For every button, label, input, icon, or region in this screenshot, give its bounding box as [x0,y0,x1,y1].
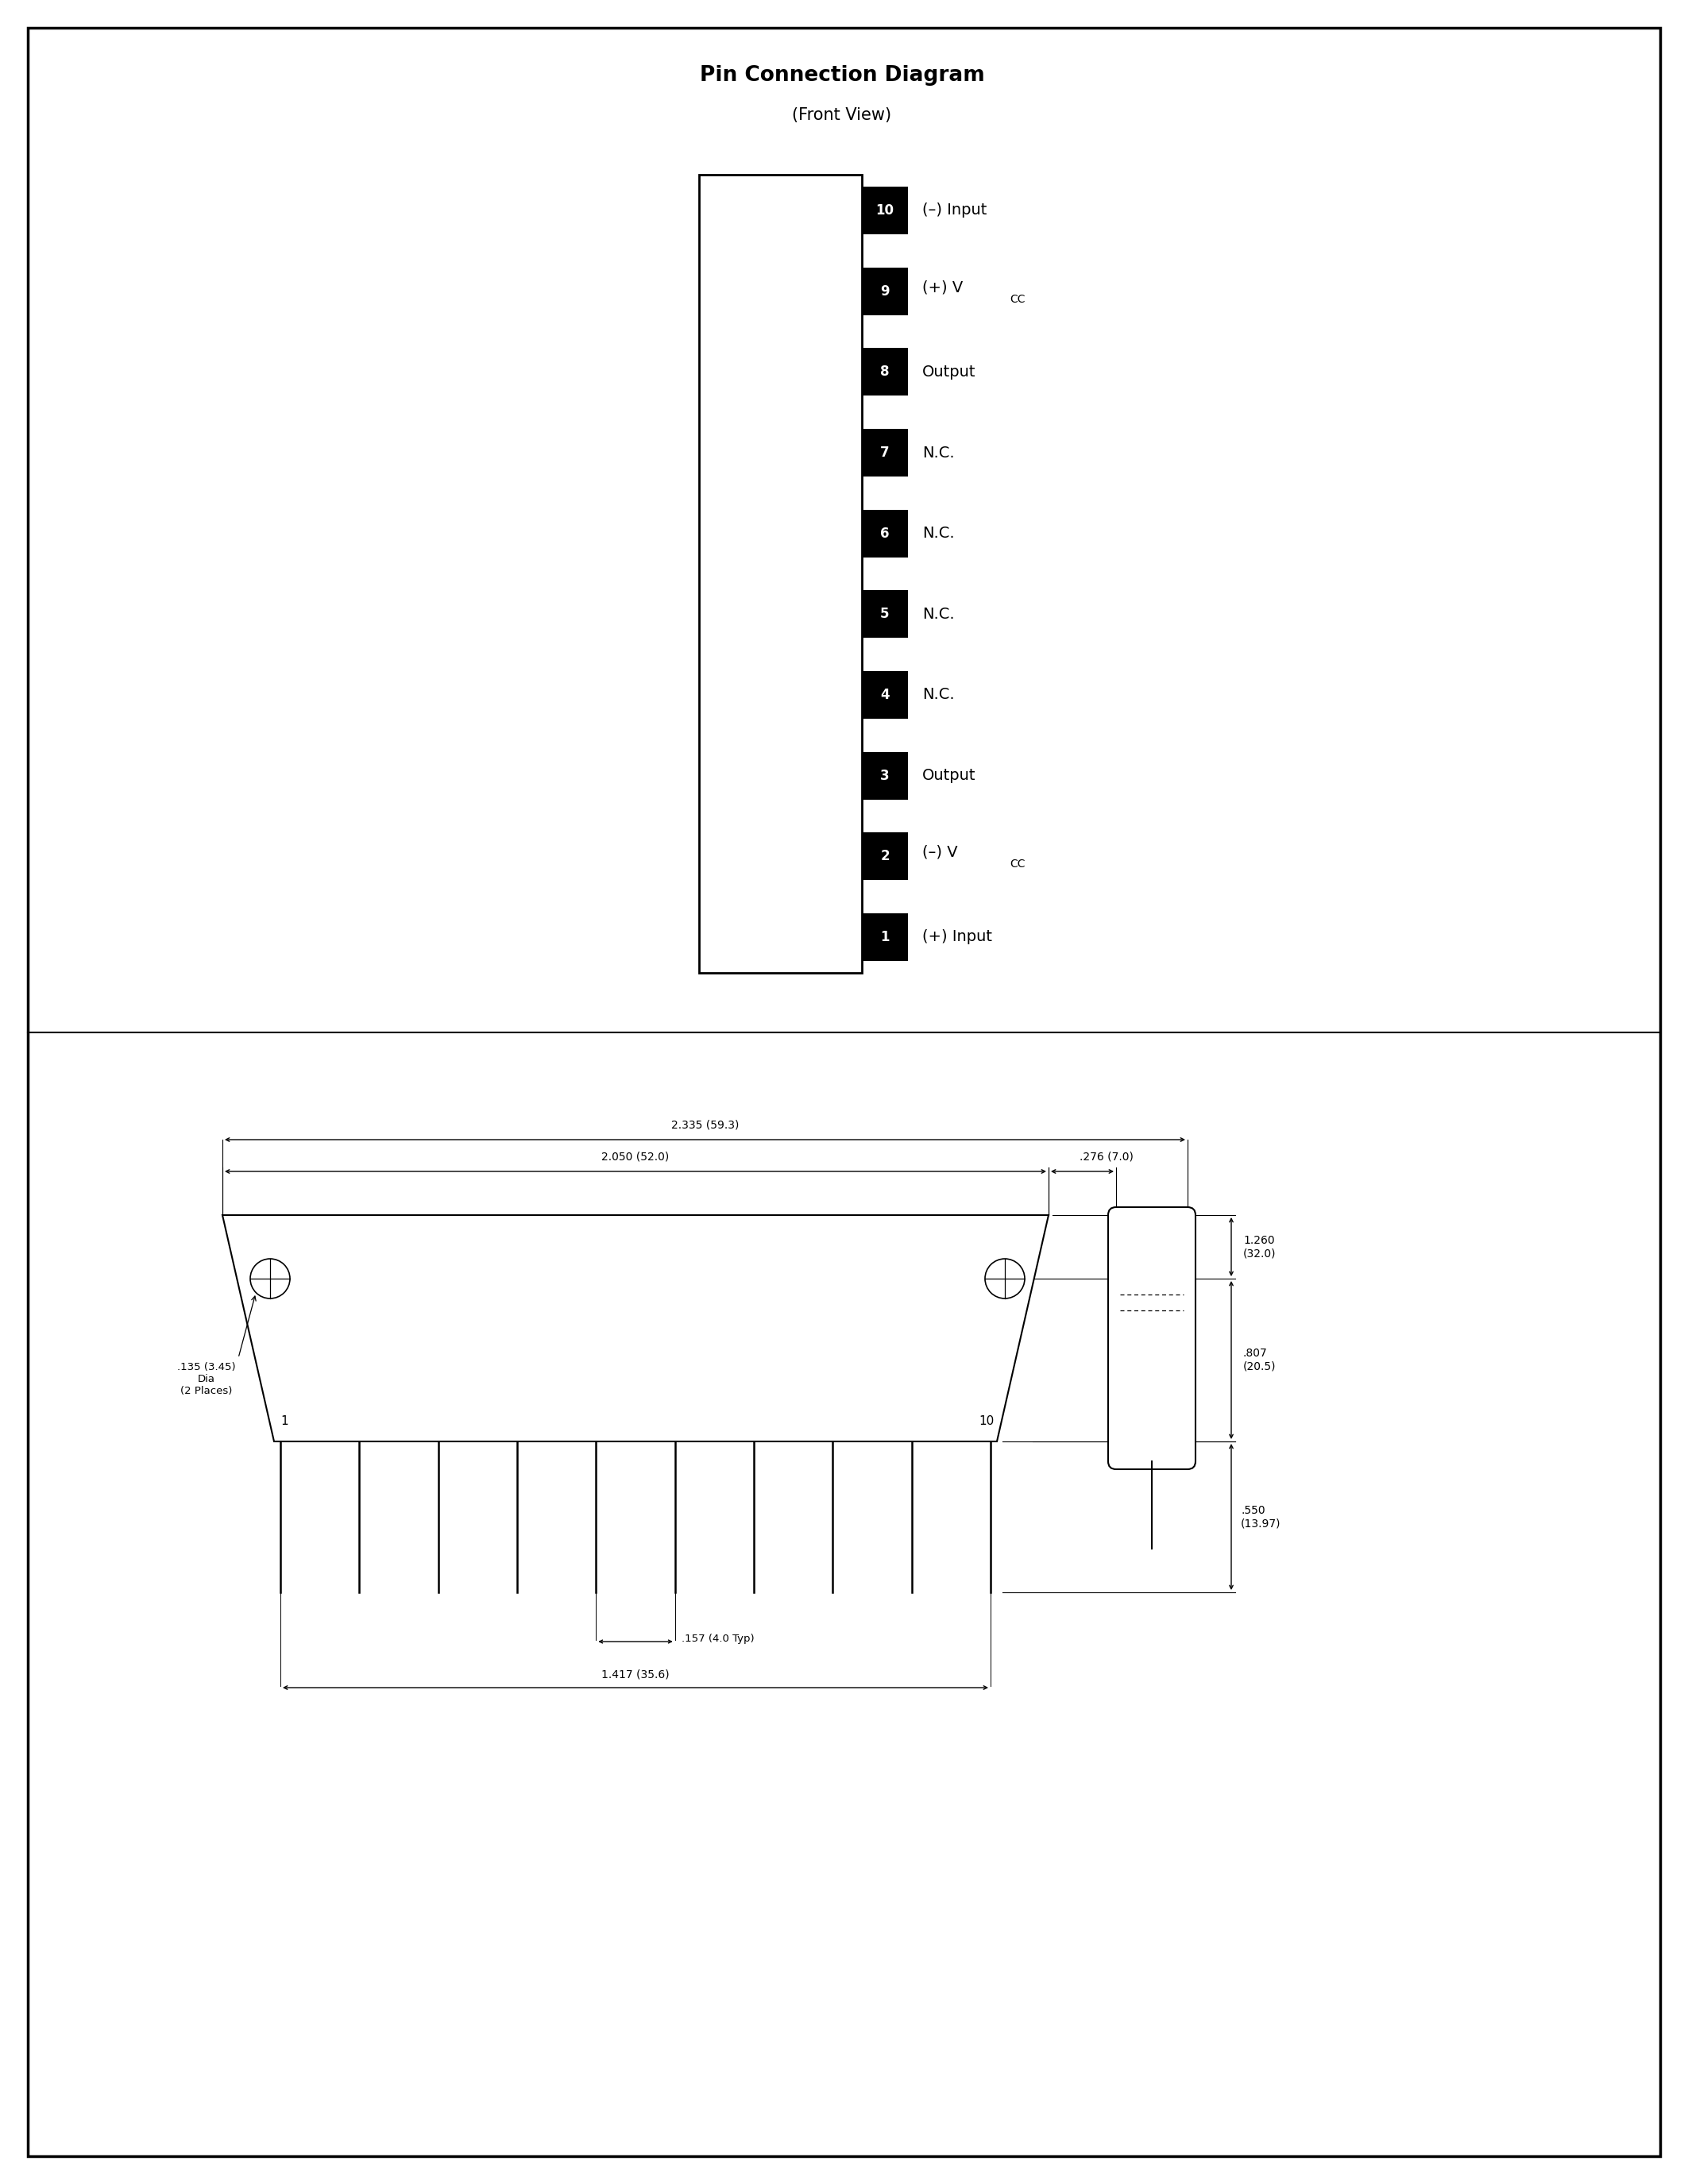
Text: 7: 7 [879,446,890,461]
Bar [863,590,908,638]
Text: Output: Output [922,365,976,380]
Text: 5: 5 [881,607,890,620]
Text: N.C.: N.C. [922,688,954,703]
Text: (Front View): (Front View) [792,107,891,122]
Text: N.C.: N.C. [922,526,954,542]
Text: 9: 9 [879,284,890,299]
Bar [699,175,863,972]
Bar [863,670,908,719]
Bar [863,428,908,476]
Text: 4: 4 [879,688,890,701]
Text: 1.260
(32.0): 1.260 (32.0) [1242,1234,1276,1258]
Text: 6: 6 [881,526,890,542]
Bar [863,913,908,961]
Text: .276 (7.0): .276 (7.0) [1079,1151,1133,1162]
Bar [863,266,908,314]
FancyBboxPatch shape [1107,1208,1195,1470]
Text: 2.050 (52.0): 2.050 (52.0) [601,1151,670,1162]
Text: 2.335 (59.3): 2.335 (59.3) [672,1118,739,1129]
Text: Output: Output [922,769,976,784]
Bar [863,186,908,234]
Text: .550
(13.97): .550 (13.97) [1241,1505,1281,1529]
Text: 3: 3 [879,769,890,782]
Bar [863,347,908,395]
Text: (+) Input: (+) Input [922,930,993,946]
Text: 8: 8 [881,365,890,380]
Bar [863,509,908,557]
Bar [863,832,908,880]
Text: 1.417 (35.6): 1.417 (35.6) [601,1669,670,1679]
Text: N.C.: N.C. [922,446,954,461]
Polygon shape [223,1214,1048,1441]
Text: (+) V: (+) V [922,280,962,295]
Text: .135 (3.45)
Dia
(2 Places): .135 (3.45) Dia (2 Places) [177,1363,236,1396]
Bar [863,751,908,799]
Text: .807
(20.5): .807 (20.5) [1242,1348,1276,1372]
Text: Pin Connection Diagram: Pin Connection Diagram [699,66,984,85]
Text: (–) Input: (–) Input [922,203,987,218]
Text: CC: CC [1009,858,1025,869]
Text: 2: 2 [879,850,890,863]
Circle shape [250,1258,290,1299]
Text: 10: 10 [979,1415,994,1426]
Text: 1: 1 [280,1415,289,1426]
Circle shape [986,1258,1025,1299]
Text: N.C.: N.C. [922,607,954,622]
Text: 10: 10 [876,203,895,218]
Text: CC: CC [1009,293,1025,306]
Text: .157 (4.0 Typ): .157 (4.0 Typ) [682,1634,755,1645]
Text: 1: 1 [881,930,890,943]
Text: (–) V: (–) V [922,845,957,860]
